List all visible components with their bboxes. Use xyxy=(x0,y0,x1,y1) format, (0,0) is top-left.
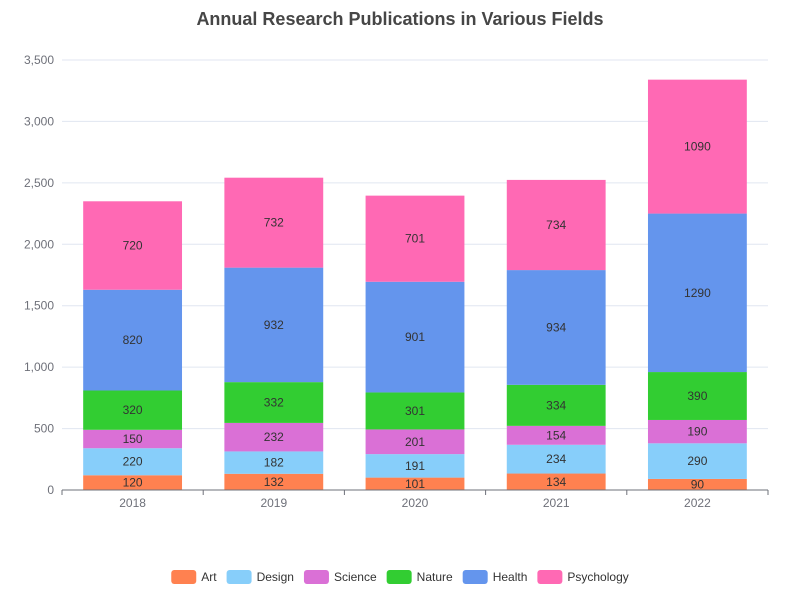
legend-label: Nature xyxy=(417,570,453,584)
legend-label: Design xyxy=(257,570,294,584)
bar-segment xyxy=(224,382,324,423)
bar-segment xyxy=(506,444,606,474)
data-label: 132 xyxy=(264,475,284,489)
y-tick-label: 2,500 xyxy=(24,176,54,190)
bar-segment xyxy=(506,179,606,271)
bar-segment xyxy=(83,289,183,391)
data-label: 734 xyxy=(546,218,566,232)
x-tick-label: 2020 xyxy=(402,496,429,510)
legend-swatch xyxy=(386,570,412,584)
bar-segment xyxy=(365,392,465,430)
data-label: 191 xyxy=(405,459,425,473)
data-label: 101 xyxy=(405,477,425,491)
y-tick-label: 2,000 xyxy=(24,237,54,251)
bar-segment xyxy=(83,201,183,290)
bar-segment xyxy=(224,267,324,383)
y-tick-label: 1,000 xyxy=(24,360,54,374)
bar-segment xyxy=(506,473,606,490)
bar-segment xyxy=(506,384,606,426)
bar-segment xyxy=(224,177,324,268)
y-tick-label: 500 xyxy=(34,422,54,436)
data-label: 150 xyxy=(123,432,143,446)
bar-segment xyxy=(506,425,606,445)
data-label: 290 xyxy=(687,454,707,468)
data-label: 190 xyxy=(687,425,707,439)
bar-segment xyxy=(647,443,747,479)
data-label: 182 xyxy=(264,456,284,470)
bar-segment xyxy=(647,213,747,373)
data-label: 390 xyxy=(687,389,707,403)
bars xyxy=(83,79,747,490)
data-label: 234 xyxy=(546,452,566,466)
y-tick-label: 1,500 xyxy=(24,299,54,313)
data-label: 134 xyxy=(546,475,566,489)
legend-label: Psychology xyxy=(567,570,628,584)
data-label: 334 xyxy=(546,398,566,412)
bar-segment xyxy=(647,79,747,214)
bar-segment xyxy=(365,195,465,282)
legend-label: Art xyxy=(201,570,217,584)
y-tick-label: 3,500 xyxy=(24,53,54,67)
bar-segment xyxy=(83,390,183,430)
x-tick-label: 2019 xyxy=(260,496,287,510)
data-label: 232 xyxy=(264,430,284,444)
data-label: 332 xyxy=(264,396,284,410)
bar-segment xyxy=(365,281,465,393)
data-label: 732 xyxy=(264,216,284,230)
legend-swatch xyxy=(226,570,252,584)
bar-segment xyxy=(647,478,747,490)
legend-label: Health xyxy=(493,570,528,584)
legend-item[interactable]: Design xyxy=(226,570,294,584)
data-label: 90 xyxy=(691,477,705,491)
data-labels: 120 220 150 320 820 720 132 182 232 332 932 732 101 1… xyxy=(123,140,711,492)
legend-label: Science xyxy=(334,570,377,584)
data-label: 120 xyxy=(123,476,143,490)
data-label: 201 xyxy=(405,435,425,449)
y-tick-label: 0 xyxy=(47,483,54,497)
bar-segment xyxy=(224,422,324,452)
legend-swatch xyxy=(303,570,329,584)
legend-item[interactable]: Nature xyxy=(386,570,453,584)
bar-segment xyxy=(224,473,324,490)
data-label: 220 xyxy=(123,455,143,469)
bar-segment xyxy=(83,475,183,490)
legend: Art Design Science Nature Health Psychology xyxy=(171,570,629,584)
data-label: 934 xyxy=(546,320,566,334)
data-label: 720 xyxy=(123,239,143,253)
bar-segment xyxy=(83,429,183,449)
bar-segment xyxy=(647,372,747,420)
bar-segment xyxy=(365,429,465,455)
data-label: 901 xyxy=(405,330,425,344)
chart-title: Annual Research Publications in Various … xyxy=(196,9,604,29)
bar-segment xyxy=(506,270,606,385)
legend-swatch xyxy=(462,570,488,584)
legend-swatch xyxy=(537,570,563,584)
legend-item[interactable]: Psychology xyxy=(537,570,629,584)
legend-item[interactable]: Art xyxy=(171,570,217,584)
bar-segment xyxy=(83,448,183,476)
data-label: 320 xyxy=(123,403,143,417)
data-label: 1090 xyxy=(684,140,711,154)
bar-segment xyxy=(365,454,465,478)
y-tick-label: 3,000 xyxy=(24,114,54,128)
data-label: 154 xyxy=(546,428,566,442)
legend-item[interactable]: Health xyxy=(462,570,528,584)
bar-segment xyxy=(647,419,747,444)
data-label: 820 xyxy=(123,333,143,347)
bar-segment xyxy=(365,477,465,490)
x-tick-label: 2018 xyxy=(119,496,146,510)
x-tick-label: 2021 xyxy=(543,496,570,510)
legend-swatch xyxy=(171,570,197,584)
x-tick-label: 2022 xyxy=(684,496,711,510)
data-label: 301 xyxy=(405,404,425,418)
bar-segment xyxy=(224,451,324,474)
data-label: 1290 xyxy=(684,286,711,300)
data-label: 701 xyxy=(405,232,425,246)
legend-item[interactable]: Science xyxy=(303,570,377,584)
data-label: 932 xyxy=(264,318,284,332)
